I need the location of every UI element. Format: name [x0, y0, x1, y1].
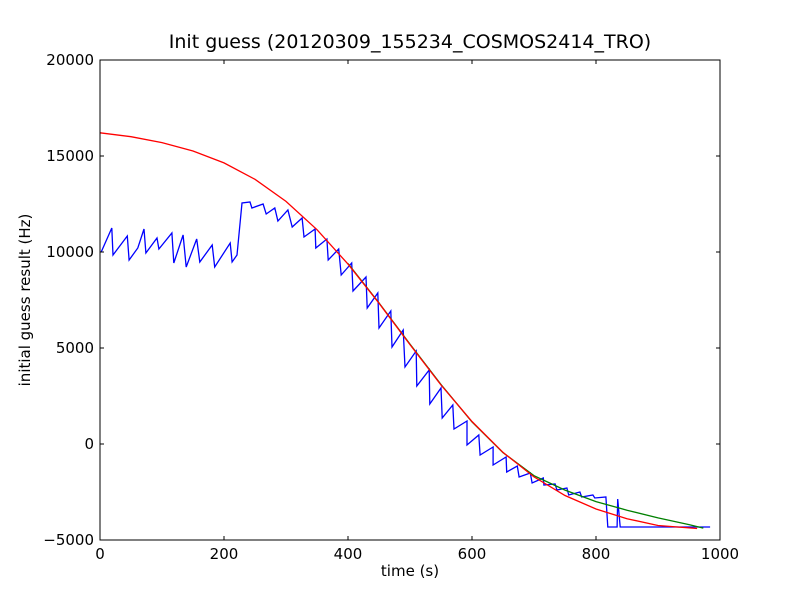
x-axis-label: time (s): [381, 562, 439, 580]
x-tick-label: 0: [95, 545, 105, 563]
x-tick-label: 800: [582, 545, 611, 563]
series-line-red: [99, 132, 698, 530]
y-tick-label: −5000: [43, 531, 94, 549]
y-tick-label: 15000: [46, 147, 94, 165]
series-line-blue: [100, 201, 711, 528]
series-layer: [99, 132, 711, 530]
y-tick-label: 5000: [56, 339, 94, 357]
x-tick-label: 1000: [701, 545, 739, 563]
x-tick-label: 600: [458, 545, 487, 563]
y-axis-label: initial guess result (Hz): [16, 214, 34, 387]
y-tick-label: 10000: [46, 243, 94, 261]
chart-title: Init guess (20120309_155234_COSMOS2414_T…: [169, 31, 651, 53]
plot-area: [100, 60, 720, 540]
y-tick-label: 0: [84, 435, 94, 453]
x-tick-label: 400: [334, 545, 363, 563]
y-tick-label: 20000: [46, 51, 94, 69]
x-tick-label: 200: [210, 545, 239, 563]
tick-layer: 0 200 400 600 800 1000−5000050001000015000200…: [43, 51, 739, 563]
axes-frame: [99, 59, 721, 541]
